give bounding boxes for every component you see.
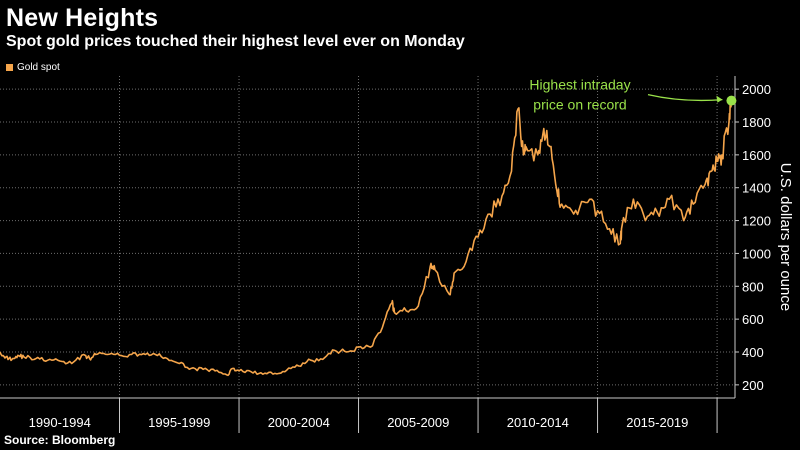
annotation-arrowhead <box>716 95 723 103</box>
annotation-line-2: price on record <box>533 97 626 113</box>
chart-subtitle: Spot gold prices touched their highest l… <box>6 33 465 50</box>
x-tick-label: 2010-2014 <box>507 415 569 430</box>
legend-label: Gold spot <box>17 62 60 73</box>
annotation-line-1: Highest intraday <box>529 77 630 93</box>
annotation-layer: Highest intraday price on record <box>529 77 737 113</box>
x-axis: 1990-1994 1995-1999 2000-2004 2005-2009 2010… <box>0 397 735 433</box>
x-tick-label: 2015-2019 <box>626 415 688 430</box>
grid-lines <box>0 76 735 398</box>
annotation-arrow <box>647 94 723 102</box>
legend-swatch <box>6 64 13 71</box>
y-tick-label: 2000 <box>742 82 771 97</box>
y-tick-label: 1600 <box>742 148 771 163</box>
legend: Gold spot <box>6 62 60 73</box>
x-tick-label: 2000-2004 <box>268 415 330 430</box>
y-tick-label: 400 <box>742 345 764 360</box>
record-high-marker <box>726 95 737 106</box>
y-tick-label: 1400 <box>742 181 771 196</box>
x-tick-label: 1995-1999 <box>148 415 210 430</box>
source-note: Source: Bloomberg <box>4 433 116 447</box>
series-line-gold-spot <box>0 100 733 377</box>
y-axis-label: U.S. dollars per ounce <box>777 163 794 311</box>
y-axis: 200 400 600 800 1000 1200 1400 1600 1800 2000 <box>734 76 771 398</box>
y-tick-label: 1200 <box>742 214 771 229</box>
x-tick-label: 1990-1994 <box>29 415 91 430</box>
y-tick-label: 600 <box>742 312 764 327</box>
y-tick-label: 1800 <box>742 115 771 130</box>
y-tick-label: 800 <box>742 279 764 294</box>
y-tick-label: 1000 <box>742 246 771 261</box>
chart-title: New Heights <box>6 4 159 32</box>
x-tick-label: 2005-2009 <box>387 415 449 430</box>
series-layer <box>0 100 733 377</box>
y-tick-label: 200 <box>742 378 764 393</box>
